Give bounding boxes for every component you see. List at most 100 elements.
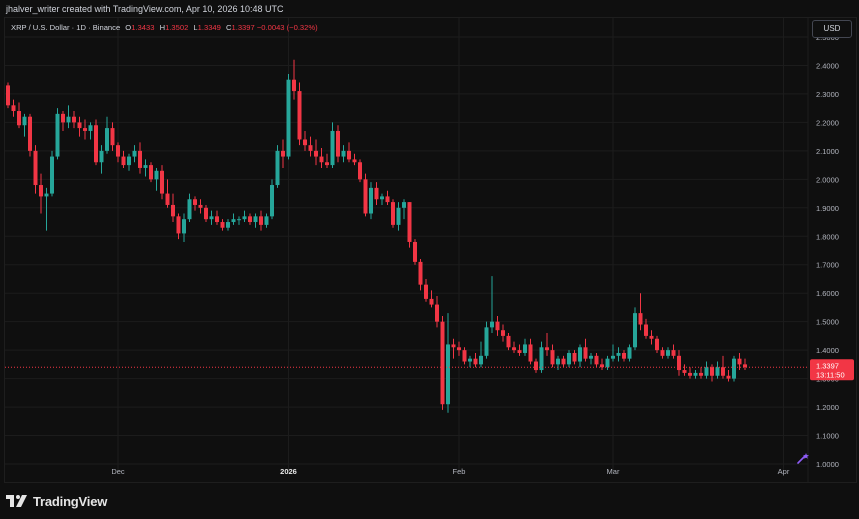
candle-body xyxy=(693,372,698,376)
y-tick-label: 1.6000 xyxy=(816,289,839,298)
y-tick-label: 2.0000 xyxy=(816,175,839,184)
symbol-name: XRP / U.S. Dollar · 1D · Binance xyxy=(11,23,121,32)
candle-body xyxy=(50,156,54,194)
candle-body xyxy=(193,199,197,205)
candle-body xyxy=(391,202,395,225)
candle-body xyxy=(578,347,582,362)
low-value: 1.3349 xyxy=(197,23,221,32)
candle-body xyxy=(363,179,368,214)
candle-body xyxy=(479,355,483,365)
candle-body xyxy=(314,150,318,157)
candle-body xyxy=(732,358,736,379)
candle-body xyxy=(319,156,324,163)
candle-body xyxy=(523,344,527,353)
candle-body xyxy=(374,187,379,200)
candle-body xyxy=(435,304,439,322)
candle-body xyxy=(292,79,296,92)
candle-body xyxy=(33,150,38,186)
candle-body xyxy=(572,352,577,362)
candle-body xyxy=(198,204,203,208)
candlestick-chart[interactable]: 1.00001.10001.20001.30001.40001.50001.60… xyxy=(5,18,856,482)
candle-body xyxy=(44,193,49,197)
candle-body xyxy=(550,350,555,365)
candle-body xyxy=(495,321,500,331)
close-label: C xyxy=(226,23,232,32)
x-tick-label: 2026 xyxy=(280,467,297,476)
candle-body xyxy=(171,204,175,217)
y-tick-label: 1.4000 xyxy=(816,346,839,355)
candle-body xyxy=(743,364,747,368)
candle-body xyxy=(539,347,544,371)
candle-body xyxy=(352,159,357,163)
brand-name: TradingView xyxy=(33,493,108,509)
snapshot-caption: jhalver_writer created with TradingView.… xyxy=(6,4,284,14)
y-tick-label: 1.0000 xyxy=(816,460,839,469)
y-tick-label: 1.1000 xyxy=(816,432,839,441)
candle-body xyxy=(429,298,434,305)
candle-body xyxy=(638,313,643,325)
candle-body xyxy=(446,344,450,405)
high-label: H xyxy=(159,23,166,32)
candle-body xyxy=(600,364,604,368)
last-price-tag-bg xyxy=(810,359,854,381)
candle-body xyxy=(149,165,153,180)
currency-button[interactable]: USD xyxy=(812,20,852,38)
candle-body xyxy=(710,367,714,376)
y-tick-label: 2.3000 xyxy=(816,90,839,99)
candle-body xyxy=(451,344,456,348)
candle-body xyxy=(215,216,219,223)
candle-body xyxy=(622,352,626,359)
candle-body xyxy=(589,355,593,359)
candle-body xyxy=(512,347,516,351)
last-price-value: 1.3397 xyxy=(816,361,839,370)
candle-body xyxy=(341,150,346,157)
candle-body xyxy=(473,358,478,365)
candle-body xyxy=(644,324,648,336)
high-value: 1.3502 xyxy=(165,23,189,32)
candle-body xyxy=(281,150,285,157)
candle-body xyxy=(336,130,340,157)
candle-body xyxy=(138,150,142,168)
last-price-countdown: 13:11:50 xyxy=(816,370,845,379)
candle-body xyxy=(28,116,32,151)
candle-body xyxy=(253,216,258,223)
candle-body xyxy=(385,196,390,203)
candle-body xyxy=(270,185,274,217)
candle-body xyxy=(83,128,87,131)
candle-body xyxy=(204,207,208,220)
open-label: O xyxy=(125,23,132,32)
candle-body xyxy=(99,150,104,163)
candle-body xyxy=(627,347,632,359)
footer-brand: TradingView xyxy=(6,492,107,510)
candle-body xyxy=(132,150,137,157)
candle-body xyxy=(110,128,115,146)
candle-body xyxy=(534,361,538,371)
candle-body xyxy=(671,350,676,356)
candle-body xyxy=(330,130,335,166)
candle-body xyxy=(611,355,615,359)
candle-body xyxy=(715,367,720,376)
x-tick-label: Dec xyxy=(111,467,125,476)
candle-body xyxy=(424,284,428,299)
y-tick-label: 1.2000 xyxy=(816,403,839,412)
candle-body xyxy=(583,347,588,359)
candle-body xyxy=(594,355,599,365)
candle-body xyxy=(303,139,307,146)
magic-wand-icon[interactable] xyxy=(797,453,809,464)
candle-body xyxy=(237,219,241,221)
candle-body xyxy=(484,327,489,356)
candle-body xyxy=(556,358,560,365)
chart-frame[interactable]: 1.00001.10001.20001.30001.40001.50001.60… xyxy=(4,17,857,483)
candle-body xyxy=(528,344,533,362)
candle-body xyxy=(457,347,461,351)
candle-body xyxy=(506,335,511,348)
candle-body xyxy=(22,116,27,126)
symbol-legend: XRP / U.S. Dollar · 1D · Binance O1.3433… xyxy=(11,23,318,32)
y-tick-label: 1.8000 xyxy=(816,232,839,241)
candles-layer xyxy=(6,59,747,413)
y-tick-label: 2.2000 xyxy=(816,118,839,127)
x-tick-label: Apr xyxy=(778,467,790,476)
candle-body xyxy=(116,145,120,157)
candle-body xyxy=(347,150,351,160)
